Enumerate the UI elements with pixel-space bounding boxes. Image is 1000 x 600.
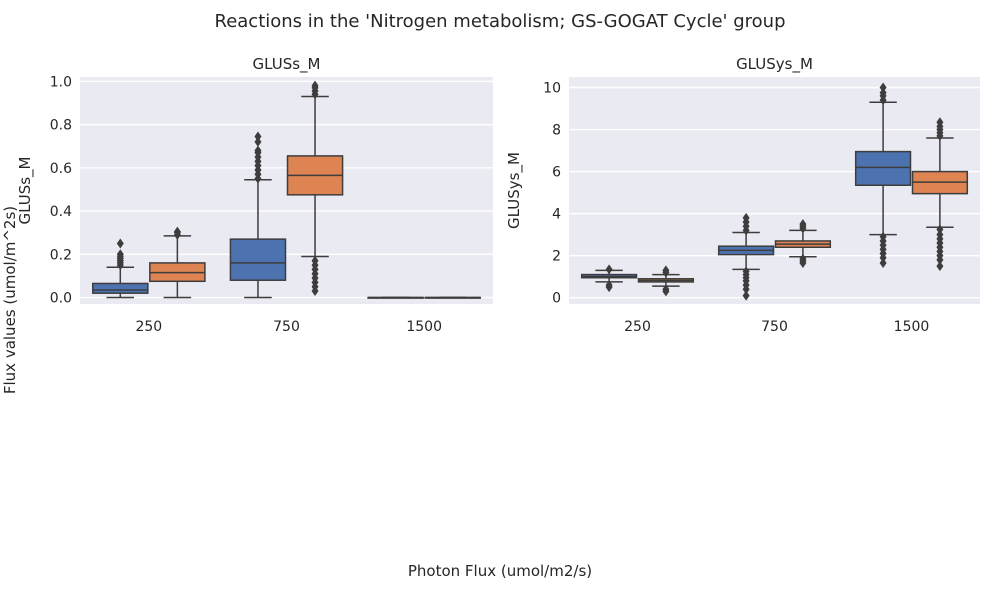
box-250-s0 <box>92 238 149 299</box>
box-body <box>854 150 912 186</box>
panel-glusys-m: 0 2 4 6 8 10 GLUSys_M GLUSys_M 250 750 1500 <box>505 55 980 335</box>
y-tick-label: 0.8 <box>50 118 72 134</box>
y-tick-label: 10 <box>543 81 561 97</box>
outlier-point <box>936 254 944 265</box>
outlier-point <box>662 265 670 276</box>
y-tick-label: 1.0 <box>50 74 72 90</box>
figure-title: Reactions in the 'Nitrogen metabolism; G… <box>215 11 786 32</box>
x-axis-label: Photon Flux (umol/m2/s) <box>408 562 592 580</box>
panel-title: GLUSs_M <box>253 55 321 74</box>
box-750-s1 <box>286 80 344 297</box>
y-tick-label: 4 <box>552 207 561 223</box>
outlier-point <box>742 212 750 223</box>
outlier-point <box>936 117 944 128</box>
outlier-point <box>879 252 887 263</box>
x-tick-label: 250 <box>624 319 651 335</box>
outlier-point <box>605 264 613 275</box>
outlier-point <box>936 261 944 272</box>
x-tick-label: 1500 <box>894 319 930 335</box>
panel-y-label: GLUSys_M <box>505 152 524 229</box>
outlier-point <box>254 136 262 147</box>
panel-gluss-m: 0.0 0.2 0.4 0.6 0.8 1.0 GLUSs_M GLUSs_M 250 750 15… <box>16 55 493 335</box>
x-tick-label: 750 <box>761 319 788 335</box>
y-tick-label: 0.6 <box>50 161 72 177</box>
y-tick-label: 0.2 <box>50 247 72 263</box>
outlier-point <box>311 80 319 91</box>
outlier-point <box>605 282 613 293</box>
box-1500-s1 <box>911 117 969 272</box>
x-tick-label: 750 <box>273 319 300 335</box>
y-tick-label: 8 <box>552 123 561 139</box>
plot-background <box>569 77 980 304</box>
y-tick-label: 2 <box>552 249 561 265</box>
outlier-point <box>311 286 319 297</box>
x-tick-label: 250 <box>135 319 162 335</box>
outlier-point <box>662 286 670 297</box>
outlier-point <box>116 238 124 249</box>
box-750-s0 <box>717 212 775 301</box>
outlier-point <box>936 224 944 235</box>
outlier-point <box>742 284 750 295</box>
y-axis-label: Flux values (umol/m^2s) <box>1 206 19 394</box>
y-tick-label: 0 <box>552 291 561 307</box>
outlier-point <box>173 226 181 237</box>
outlier-point <box>254 145 262 156</box>
y-tick-label: 0.0 <box>50 291 72 307</box>
box-1500-s0 <box>854 82 912 269</box>
box-body <box>92 282 149 294</box>
panel-title: GLUSys_M <box>736 55 813 74</box>
x-tick-label: 1500 <box>406 319 442 335</box>
box-250-s1 <box>149 226 206 299</box>
outlier-point <box>879 258 887 269</box>
box-250-s1 <box>637 265 695 297</box>
outlier-point <box>799 258 807 269</box>
box-750-s0 <box>229 131 287 299</box>
y-tick-label: 6 <box>552 165 561 181</box>
outlier-point <box>879 87 887 98</box>
outlier-point <box>799 219 807 230</box>
outlier-point <box>116 249 124 260</box>
outlier-point <box>879 82 887 93</box>
box-750-s1 <box>774 219 832 269</box>
plot-background <box>80 77 493 304</box>
box-1500-s1 <box>424 296 481 299</box>
outlier-point <box>254 131 262 142</box>
outlier-point <box>742 290 750 301</box>
box-1500-s0 <box>367 296 424 299</box>
y-tick-label: 0.4 <box>50 204 72 220</box>
box-body <box>229 238 287 281</box>
panel-y-label: GLUSs_M <box>16 157 35 225</box>
box-250-s0 <box>580 264 638 293</box>
